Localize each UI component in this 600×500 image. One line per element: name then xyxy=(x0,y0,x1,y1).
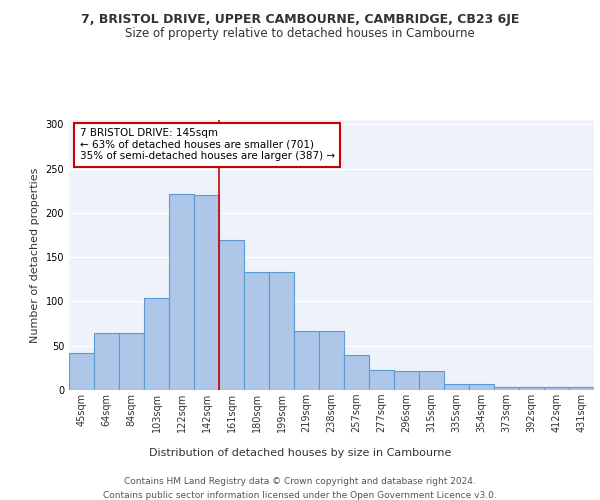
Bar xyxy=(269,272,294,390)
Bar xyxy=(194,195,219,390)
Text: Size of property relative to detached houses in Cambourne: Size of property relative to detached ho… xyxy=(125,28,475,40)
Bar xyxy=(94,334,119,390)
Bar xyxy=(69,353,94,390)
Text: 7 BRISTOL DRIVE: 145sqm
← 63% of detached houses are smaller (701)
35% of semi-d: 7 BRISTOL DRIVE: 145sqm ← 63% of detache… xyxy=(79,128,335,162)
Y-axis label: Number of detached properties: Number of detached properties xyxy=(30,168,40,342)
Bar xyxy=(444,384,469,390)
Bar xyxy=(494,388,519,390)
Bar xyxy=(519,388,544,390)
Bar xyxy=(544,388,569,390)
Bar xyxy=(469,384,494,390)
Bar xyxy=(294,330,319,390)
Bar xyxy=(144,298,169,390)
Bar xyxy=(369,370,394,390)
Text: Distribution of detached houses by size in Cambourne: Distribution of detached houses by size … xyxy=(149,448,451,458)
Bar xyxy=(394,370,419,390)
Bar xyxy=(244,272,269,390)
Bar xyxy=(569,388,594,390)
Bar xyxy=(319,330,344,390)
Bar xyxy=(419,372,444,390)
Text: Contains HM Land Registry data © Crown copyright and database right 2024.
Contai: Contains HM Land Registry data © Crown c… xyxy=(103,478,497,500)
Bar xyxy=(169,194,194,390)
Bar xyxy=(344,354,369,390)
Bar xyxy=(119,334,144,390)
Text: 7, BRISTOL DRIVE, UPPER CAMBOURNE, CAMBRIDGE, CB23 6JE: 7, BRISTOL DRIVE, UPPER CAMBOURNE, CAMBR… xyxy=(81,12,519,26)
Bar xyxy=(219,240,244,390)
